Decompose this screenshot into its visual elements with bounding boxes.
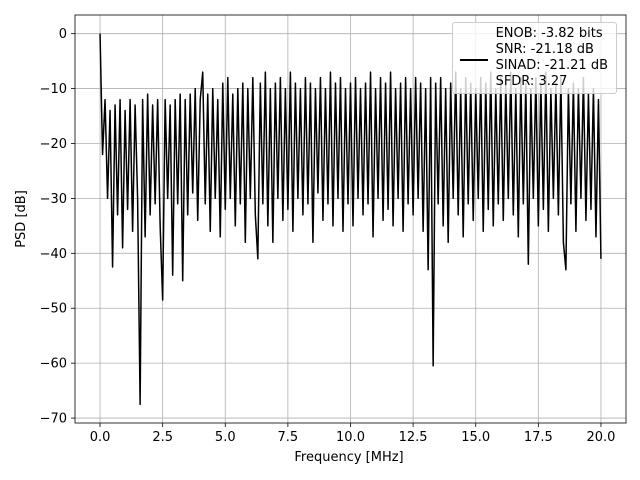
y-axis-label: PSD [dB]: [14, 190, 29, 248]
y-tick-label: −50: [40, 302, 67, 317]
x-tick-label: 2.5: [152, 430, 173, 445]
x-axis-label: Frequency [MHz]: [294, 450, 403, 465]
legend-line: [459, 59, 488, 61]
series-line: [99, 33, 602, 406]
y-tick-label: −70: [40, 412, 67, 427]
x-tick-label: 5.0: [215, 430, 236, 445]
x-tick-label: 15.0: [461, 430, 490, 445]
legend-label: ENOB: -3.82 bits SNR: -21.18 dB SINAD: -…: [495, 26, 608, 89]
x-tick-label: 0.0: [90, 430, 111, 445]
x-tick-label: 7.5: [278, 430, 299, 445]
y-tick-label: −10: [40, 82, 67, 97]
y-tick-label: −40: [40, 247, 67, 262]
y-tick-label: 0: [59, 27, 67, 42]
y-tick-label: −60: [40, 357, 67, 372]
x-tick-label: 20.0: [586, 430, 615, 445]
x-tick-label: 10.0: [336, 430, 365, 445]
y-tick-label: −30: [40, 192, 67, 207]
legend: ENOB: -3.82 bits SNR: -21.18 dB SINAD: -…: [451, 22, 617, 94]
x-tick-label: 12.5: [399, 430, 428, 445]
x-tick-label: 17.5: [524, 430, 553, 445]
plot-frame: [74, 14, 627, 424]
y-tick-label: −20: [40, 137, 67, 152]
